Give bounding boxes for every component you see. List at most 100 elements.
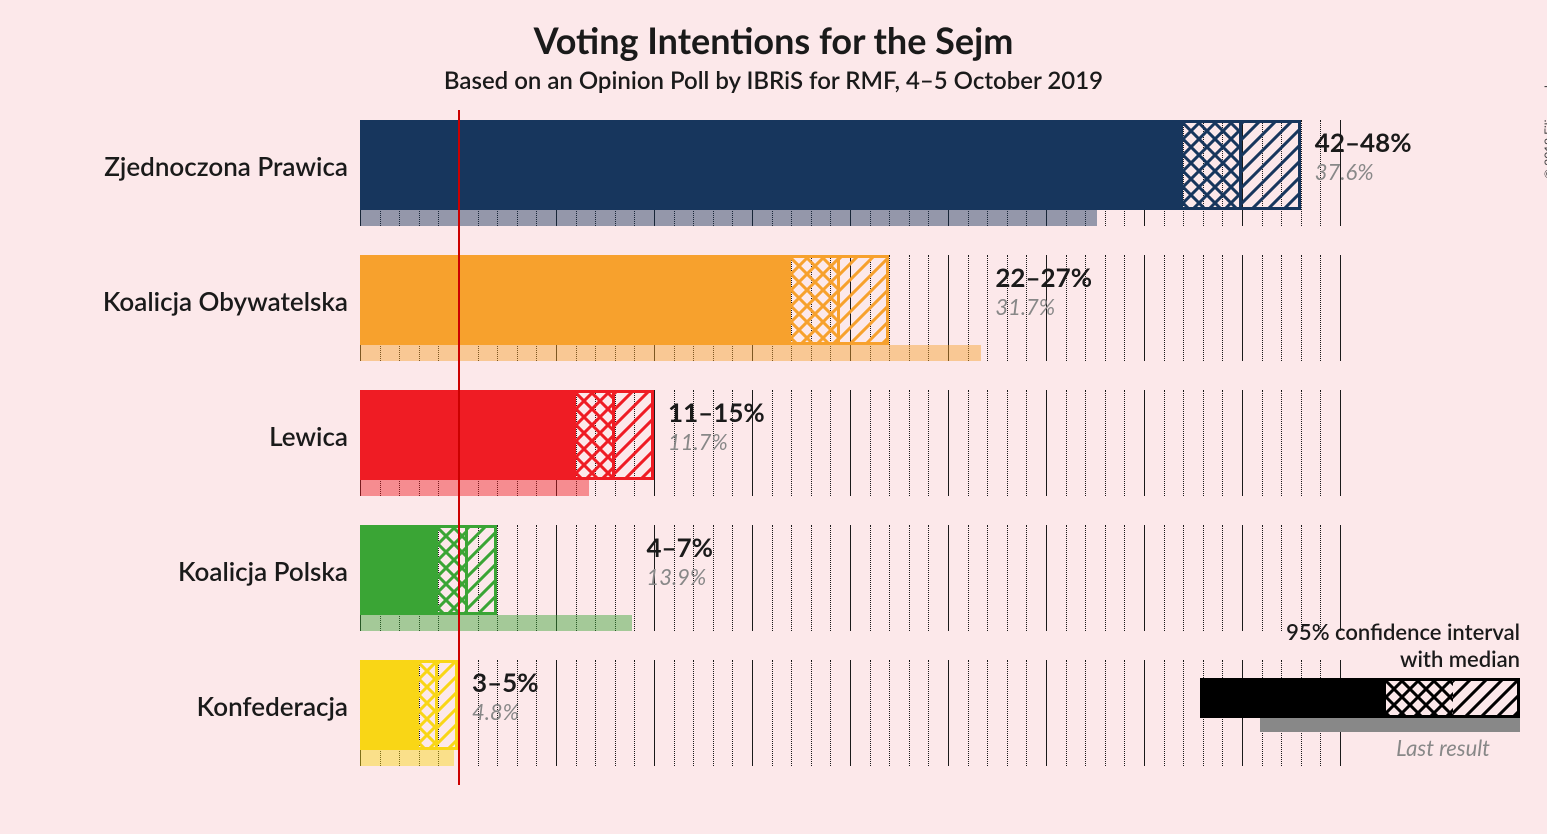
gridline-major xyxy=(1340,390,1341,496)
legend: 95% confidence interval with median Last… xyxy=(1100,618,1520,761)
gridline-minor xyxy=(909,525,910,631)
range-label: 4–7% xyxy=(646,531,713,563)
gridline-minor xyxy=(889,660,890,766)
legend-ci-bar xyxy=(1200,678,1520,718)
range-label: 42–48% xyxy=(1315,126,1412,158)
gridline-major xyxy=(752,660,753,766)
ci-bar xyxy=(360,525,438,615)
last-result-bar xyxy=(360,615,632,631)
gridline-minor xyxy=(1164,255,1165,361)
gridline-minor xyxy=(732,525,733,631)
party-label: Koalicja Obywatelska xyxy=(103,285,360,317)
gridline-minor xyxy=(1262,390,1263,496)
gridline-minor xyxy=(1164,525,1165,631)
gridline-major xyxy=(948,660,949,766)
gridline-minor xyxy=(1301,525,1302,631)
gridline-minor xyxy=(772,390,773,496)
last-result-label: 31.7% xyxy=(995,293,1092,320)
legend-ci-lower-hatch xyxy=(1386,678,1453,718)
gridline-major xyxy=(850,525,851,631)
gridline-minor xyxy=(968,660,969,766)
chart-row: Zjednoczona Prawica42–48%37.6% xyxy=(360,110,1340,245)
ci-upper-hatch xyxy=(840,255,889,345)
gridline-minor xyxy=(987,390,988,496)
gridline-minor xyxy=(1026,390,1027,496)
gridline-minor xyxy=(830,390,831,496)
gridline-minor xyxy=(1007,525,1008,631)
gridline-minor xyxy=(674,660,675,766)
gridline-minor xyxy=(1203,525,1204,631)
gridline-minor xyxy=(1026,525,1027,631)
gridline-minor xyxy=(1066,525,1067,631)
gridline-major xyxy=(1242,390,1243,496)
gridline-minor xyxy=(1301,255,1302,361)
gridline-minor xyxy=(1105,390,1106,496)
value-labels: 4–7%13.9% xyxy=(646,531,713,590)
chart-row: Lewica11–15%11.7% xyxy=(360,380,1340,515)
chart-row: Koalicja Obywatelska22–27%31.7% xyxy=(360,245,1340,380)
ci-lower-hatch xyxy=(1183,120,1242,210)
gridline-minor xyxy=(811,390,812,496)
gridline-minor xyxy=(1262,525,1263,631)
party-label: Konfederacja xyxy=(197,690,360,722)
gridline-minor xyxy=(870,390,871,496)
gridline-major xyxy=(948,525,949,631)
ci-upper-hatch xyxy=(615,390,654,480)
gridline-major xyxy=(1340,525,1341,631)
gridline-minor xyxy=(1301,390,1302,496)
ci-lower-hatch xyxy=(791,255,840,345)
gridline-major xyxy=(1046,390,1047,496)
gridline-major xyxy=(1144,390,1145,496)
gridline-minor xyxy=(1281,525,1282,631)
copyright-notice: © 2019 Filip van Laenen xyxy=(1541,50,1547,179)
ci-upper-hatch xyxy=(438,660,458,750)
gridline-minor xyxy=(987,660,988,766)
gridline-major xyxy=(752,525,753,631)
legend-last-label: Last result xyxy=(1100,734,1520,761)
gridline-minor xyxy=(1007,390,1008,496)
legend-title-line2: with median xyxy=(1100,645,1520,672)
ci-bar xyxy=(360,255,791,345)
gridline-minor xyxy=(811,525,812,631)
gridline-minor xyxy=(987,255,988,361)
legend-ci-upper-hatch xyxy=(1453,678,1520,718)
gridline-minor xyxy=(1124,525,1125,631)
gridline-minor xyxy=(1124,255,1125,361)
gridline-major xyxy=(1144,525,1145,631)
gridline-minor xyxy=(830,525,831,631)
gridline-minor xyxy=(693,660,694,766)
gridline-minor xyxy=(1085,660,1086,766)
last-result-bar xyxy=(360,480,589,496)
gridline-minor xyxy=(870,660,871,766)
party-label: Lewica xyxy=(269,420,360,452)
gridline-minor xyxy=(1203,390,1204,496)
gridline-minor xyxy=(928,660,929,766)
gridline-major xyxy=(1242,525,1243,631)
party-label: Zjednoczona Prawica xyxy=(104,150,360,182)
gridline-minor xyxy=(1007,660,1008,766)
gridline-minor xyxy=(811,660,812,766)
ci-bar xyxy=(360,390,576,480)
last-result-label: 37.6% xyxy=(1315,158,1412,185)
gridline-major xyxy=(1242,255,1243,361)
gridline-minor xyxy=(830,660,831,766)
gridline-minor xyxy=(1105,255,1106,361)
value-labels: 3–5%4.8% xyxy=(472,666,539,725)
gridline-major xyxy=(850,660,851,766)
gridline-minor xyxy=(968,390,969,496)
range-label: 22–27% xyxy=(995,261,1092,293)
ci-bar xyxy=(360,120,1183,210)
gridline-minor xyxy=(1222,525,1223,631)
last-result-label: 4.8% xyxy=(472,698,539,725)
party-label: Koalicja Polska xyxy=(178,555,360,587)
legend-title-line1: 95% confidence interval xyxy=(1100,618,1520,645)
chart-subtitle: Based on an Opinion Poll by IBRiS for RM… xyxy=(0,66,1547,95)
value-labels: 11–15%11.7% xyxy=(668,396,765,455)
gridline-minor xyxy=(1320,390,1321,496)
gridline-minor xyxy=(1066,390,1067,496)
last-result-bar xyxy=(360,750,454,766)
gridline-minor xyxy=(909,390,910,496)
gridline-minor xyxy=(791,390,792,496)
gridline-minor xyxy=(1085,525,1086,631)
gridline-minor xyxy=(1320,255,1321,361)
